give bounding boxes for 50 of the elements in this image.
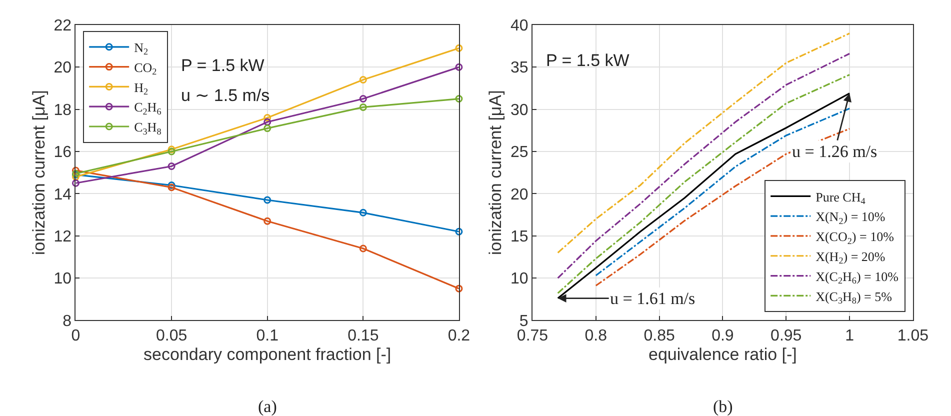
x-tick-label: 0.1 [256,327,279,344]
legend-label: Pure CH$_{4}$ [816,189,866,206]
y-tick-label: 22 [54,18,72,35]
y-tick-label: 18 [54,102,72,119]
y-tick-label: 35 [510,60,528,77]
y-tick-label: 10 [54,270,72,288]
legend-label: N$_{2}$ [134,40,148,57]
x-tick-label: 1.05 [897,327,929,344]
y-tick-label: 14 [54,186,72,204]
y-tick-label: 10 [510,270,528,288]
x-axis-title: equivalence ratio [-] [648,344,797,364]
annotation: u = 1.26 m/s [792,142,878,161]
y-tick-label: 16 [54,144,72,162]
x-tick-label: 0.2 [448,327,470,344]
y-tick-label: 12 [54,228,72,246]
legend-label: X(N$_{2}$) = 10% [816,209,886,226]
legend-label: X(C$_{2}$H$_{6}$) = 10% [816,268,899,286]
x-tick-label: 0.95 [770,327,802,344]
x-tick-label: 0.15 [348,327,379,344]
legend-label: X(CO$_{2}$) = 10% [816,229,894,246]
y-tick-label: 20 [54,60,72,77]
legend-label: CO$_{2}$ [134,60,158,77]
annotation: P = 1.5 kW [181,56,264,75]
x-tick-label: 0 [71,327,80,344]
x-axis-title: secondary component fraction [-] [144,344,392,364]
legend-label: C$_{2}$H$_{6}$ [134,100,162,116]
x-tick-label: 0.9 [712,327,734,344]
x-tick-label: 0.75 [516,327,548,344]
legend-label: X(C$_{3}$H$_{8}$) = 5% [816,288,892,306]
annotation: P = 1.5 kW [546,51,630,70]
x-tick-label: 0.05 [156,327,188,344]
legend-label: C$_{3}$H$_{8}$ [134,120,162,136]
x-tick-label: 0.8 [584,327,608,344]
y-tick-label: 30 [510,102,528,119]
y-tick-label: 15 [510,228,528,246]
y-tick-label: 25 [510,144,528,162]
x-tick-label: 1 [845,327,854,344]
annotation: u = 1.61 m/s [610,289,696,308]
text: (a) [258,397,277,416]
y-axis-title: ionization current [μA] [486,90,506,255]
annotation: u ∼ 1.5 m/s [181,86,270,105]
legend-label: H$_{2}$ [134,80,148,96]
y-tick-label: 5 [519,312,528,330]
y-tick-label: 8 [62,312,72,330]
y-tick-label: 40 [510,18,528,35]
x-tick-label: 0.85 [644,327,675,344]
y-tick-label: 20 [510,186,528,204]
legend-label: X(H$_{2}$) = 20% [816,248,886,266]
text: (b) [713,397,733,416]
y-axis-title: ionization current [μA] [29,90,48,255]
